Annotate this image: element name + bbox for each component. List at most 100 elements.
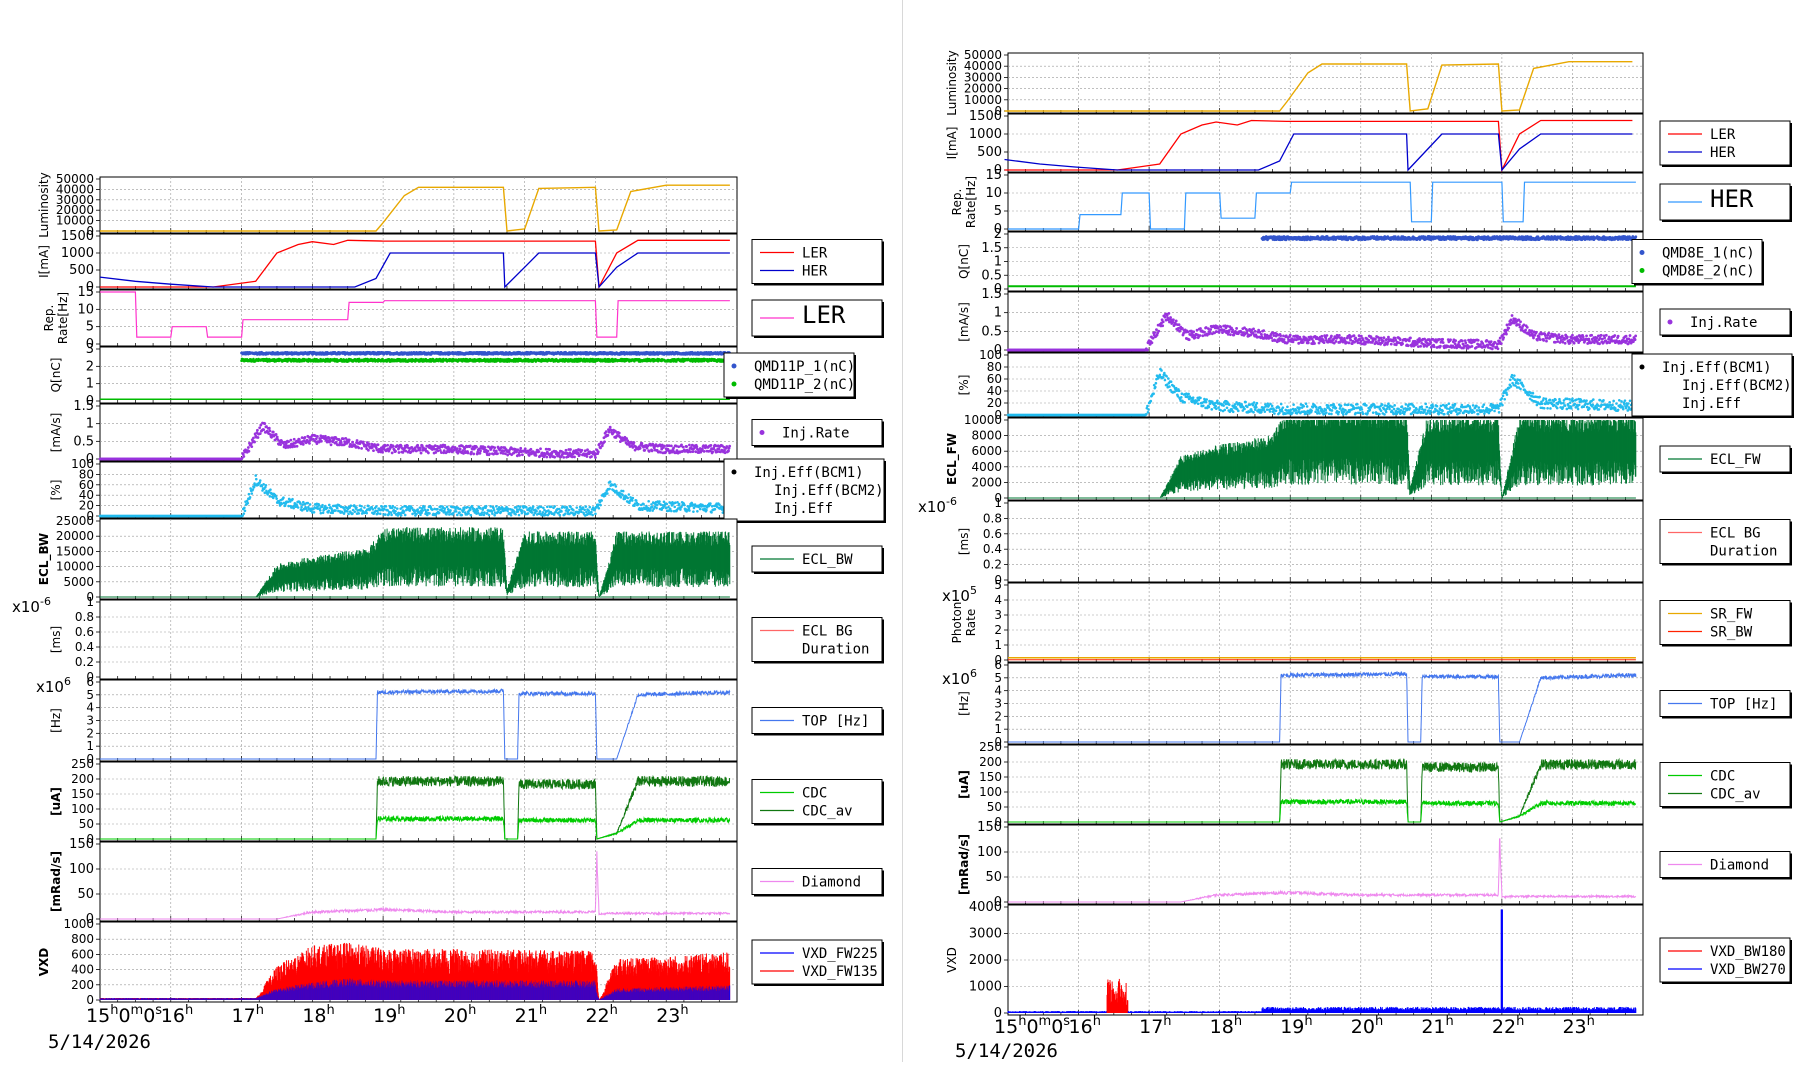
inj-rate-point bbox=[394, 450, 397, 453]
inj-eff-point bbox=[515, 506, 518, 509]
inj-rate-point bbox=[248, 450, 251, 453]
inj-eff-point bbox=[416, 508, 419, 511]
inj-eff-point bbox=[572, 509, 575, 512]
inj-rate-point bbox=[472, 453, 475, 456]
legend-label: Inj.Rate bbox=[782, 426, 849, 442]
inj-rate-point bbox=[548, 448, 551, 451]
inj-eff-point bbox=[491, 512, 494, 515]
inj-eff-point bbox=[647, 500, 650, 503]
inj-rate-point bbox=[242, 455, 245, 458]
inj-eff-point bbox=[469, 508, 472, 511]
inj-rate-point bbox=[573, 455, 576, 458]
inj-eff-point bbox=[481, 511, 484, 514]
y-tick-label: 0.5 bbox=[73, 434, 94, 449]
inj-rate-point bbox=[586, 448, 589, 451]
inj-eff-point bbox=[458, 511, 461, 514]
panel-frame bbox=[100, 347, 737, 403]
inj-rate-point bbox=[304, 436, 307, 439]
inj-rate-point bbox=[672, 447, 675, 450]
inj-eff-point bbox=[518, 514, 521, 517]
inj-eff-point bbox=[428, 512, 431, 515]
legend-dot-marker bbox=[732, 470, 737, 475]
inj-rate-point bbox=[381, 451, 384, 454]
inj-rate-point bbox=[590, 455, 593, 458]
inj-rate-point bbox=[258, 426, 261, 429]
inj-rate-point bbox=[259, 432, 262, 435]
inj-rate-point bbox=[424, 447, 427, 450]
inj-eff-point bbox=[673, 506, 676, 509]
inj-rate-point bbox=[710, 444, 713, 447]
inj-eff-point bbox=[363, 506, 366, 509]
legend-label: Inj.Eff bbox=[774, 501, 833, 517]
inj-rate-point bbox=[372, 449, 375, 452]
inj-eff-point bbox=[287, 500, 290, 503]
inj-eff-point bbox=[280, 502, 283, 505]
inj-eff-point bbox=[683, 504, 686, 507]
inj-eff-point bbox=[493, 509, 496, 512]
inj-eff-point bbox=[394, 506, 397, 509]
inj-eff-point bbox=[403, 510, 406, 513]
inj-eff-point bbox=[291, 498, 294, 501]
inj-eff-point bbox=[598, 507, 601, 510]
inj-eff-point bbox=[493, 514, 496, 517]
inj-eff-point bbox=[476, 509, 479, 512]
inj-rate-point bbox=[603, 440, 606, 443]
inj-rate-point bbox=[308, 442, 311, 445]
inj-eff-point bbox=[438, 511, 441, 514]
inj-eff-point bbox=[699, 508, 702, 511]
inj-eff-point bbox=[578, 511, 581, 514]
inj-rate-point bbox=[565, 449, 568, 452]
inj-eff-point bbox=[705, 509, 708, 512]
inj-eff-point bbox=[622, 490, 625, 493]
inj-rate-point bbox=[607, 434, 610, 437]
inj-eff-point bbox=[710, 511, 713, 514]
inj-rate-point bbox=[247, 446, 250, 449]
panel-frame bbox=[100, 177, 737, 233]
y-tick-label: 1000 bbox=[61, 246, 94, 261]
inj-eff-point bbox=[381, 505, 384, 508]
inj-eff-point bbox=[674, 501, 677, 504]
inj-eff-point bbox=[456, 514, 459, 517]
inj-eff-point bbox=[594, 512, 597, 515]
y-axis-label: ECL_BW bbox=[37, 533, 52, 585]
inj-rate-point bbox=[639, 447, 642, 450]
inj-eff-point bbox=[347, 513, 350, 516]
inj-rate-point bbox=[519, 447, 522, 450]
inj-rate-point bbox=[688, 444, 691, 447]
y-tick-label: 5000 bbox=[63, 575, 94, 589]
y-axis-label: I[mA] bbox=[37, 245, 51, 278]
inj-eff-point bbox=[580, 510, 583, 513]
inj-rate-point bbox=[262, 428, 265, 431]
inj-eff-point bbox=[606, 492, 609, 495]
inj-eff-point bbox=[459, 508, 462, 511]
inj-rate-point bbox=[268, 427, 271, 430]
inj-rate-point bbox=[316, 435, 319, 438]
inj-eff-point bbox=[529, 506, 532, 509]
inj-rate-point bbox=[368, 442, 371, 445]
inj-eff-point bbox=[354, 510, 357, 513]
inj-rate-point bbox=[420, 452, 423, 455]
inj-eff-point bbox=[688, 509, 691, 512]
inj-eff-point bbox=[626, 497, 629, 500]
inj-eff-point bbox=[600, 499, 603, 502]
inj-eff-point bbox=[670, 510, 673, 513]
inj-rate-point bbox=[257, 436, 260, 439]
inj-eff-point bbox=[446, 506, 449, 509]
inj-eff-point bbox=[269, 488, 272, 491]
inj-eff-point bbox=[583, 508, 586, 511]
inj-eff-point bbox=[635, 499, 638, 502]
inj-eff-point bbox=[326, 507, 329, 510]
y-tick-label: 10 bbox=[77, 302, 94, 317]
inj-rate-point bbox=[456, 447, 459, 450]
inj-eff-point bbox=[411, 513, 414, 516]
y-tick-label: 3 bbox=[86, 342, 94, 357]
inj-eff-point bbox=[390, 514, 393, 517]
inj-eff-point bbox=[394, 510, 397, 513]
inj-eff-point bbox=[396, 507, 399, 510]
inj-eff-point bbox=[514, 513, 517, 516]
inj-eff-point bbox=[243, 507, 246, 510]
inj-rate-point bbox=[529, 448, 532, 451]
inj-eff-point bbox=[318, 504, 321, 507]
